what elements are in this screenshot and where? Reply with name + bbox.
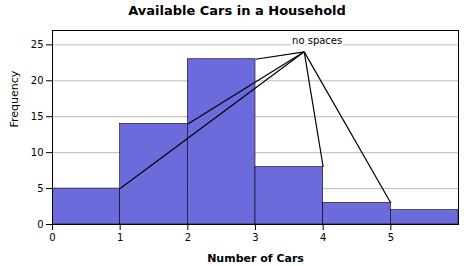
svg-text:0: 0 [37, 219, 43, 230]
svg-text:25: 25 [31, 39, 44, 50]
svg-text:20: 20 [31, 75, 44, 86]
svg-text:2: 2 [185, 232, 191, 243]
svg-text:0: 0 [49, 232, 55, 243]
svg-text:15: 15 [31, 111, 44, 122]
svg-text:3: 3 [252, 232, 258, 243]
svg-text:10: 10 [31, 147, 44, 158]
svg-text:1: 1 [117, 232, 123, 243]
html-text:Available Cars in a Household: Available Cars in a Household [128, 3, 346, 18]
svg-text:Frequency: Frequency [8, 70, 21, 127]
svg-text:5: 5 [37, 183, 43, 194]
svg-text:no spaces: no spaces [292, 35, 342, 46]
svg-text:4: 4 [320, 232, 326, 243]
svg-text:5: 5 [388, 232, 394, 243]
svg-text:Number of Cars: Number of Cars [207, 252, 304, 265]
